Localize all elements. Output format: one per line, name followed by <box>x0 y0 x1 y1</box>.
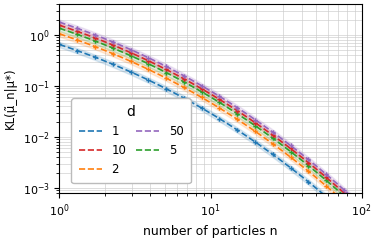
50 <box>236 107 241 110</box>
10 <box>57 24 62 27</box>
10 <box>58 24 63 27</box>
5 <box>359 211 364 213</box>
10 <box>359 207 364 210</box>
Line: 50: 50 <box>59 22 362 206</box>
1 <box>331 201 336 204</box>
2 <box>331 191 336 194</box>
2 <box>236 119 241 121</box>
2 <box>57 32 62 35</box>
50 <box>242 111 247 114</box>
1 <box>359 227 364 230</box>
10 <box>331 182 336 185</box>
X-axis label: number of particles n: number of particles n <box>143 225 278 238</box>
50 <box>58 21 63 24</box>
2 <box>237 119 242 122</box>
5 <box>57 27 62 30</box>
1 <box>58 43 63 46</box>
Line: 10: 10 <box>59 25 362 209</box>
5 <box>312 169 316 172</box>
2 <box>312 174 316 177</box>
5 <box>236 113 241 116</box>
5 <box>331 185 336 188</box>
1 <box>57 43 62 46</box>
Y-axis label: KL(μ̃_n|μ*): KL(μ̃_n|μ*) <box>4 68 17 129</box>
10 <box>242 114 247 117</box>
Line: 5: 5 <box>59 28 362 212</box>
5 <box>242 117 247 120</box>
1 <box>312 185 316 188</box>
10 <box>312 166 316 169</box>
5 <box>237 114 242 117</box>
50 <box>359 204 364 207</box>
1 <box>237 130 242 133</box>
1 <box>236 129 241 132</box>
2 <box>58 33 63 36</box>
Legend: 1, 10, 2, 50, 5: 1, 10, 2, 50, 5 <box>71 98 191 183</box>
10 <box>236 110 241 113</box>
10 <box>237 111 242 113</box>
Line: 1: 1 <box>59 45 362 228</box>
Line: 2: 2 <box>59 34 362 218</box>
50 <box>237 107 242 110</box>
2 <box>359 216 364 219</box>
50 <box>312 163 316 166</box>
1 <box>242 133 247 136</box>
50 <box>331 179 336 182</box>
2 <box>242 122 247 125</box>
50 <box>57 21 62 23</box>
5 <box>58 27 63 30</box>
